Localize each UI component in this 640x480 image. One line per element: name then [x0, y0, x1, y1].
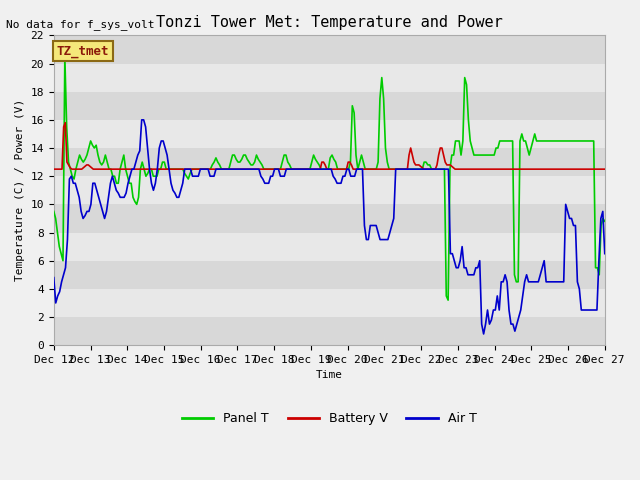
- Y-axis label: Temperature (C) / Power (V): Temperature (C) / Power (V): [15, 99, 25, 281]
- Bar: [54, 204, 605, 232]
- Bar: [54, 92, 605, 120]
- Bar: [54, 36, 605, 63]
- Bar: [54, 232, 605, 261]
- Text: TZ_tmet: TZ_tmet: [56, 45, 109, 58]
- Bar: [54, 120, 605, 148]
- Bar: [54, 148, 605, 176]
- Bar: [54, 176, 605, 204]
- Title: Tonzi Tower Met: Temperature and Power: Tonzi Tower Met: Temperature and Power: [156, 15, 502, 30]
- Text: No data for f_sys_volt: No data for f_sys_volt: [6, 19, 155, 30]
- Bar: [54, 317, 605, 345]
- Legend: Panel T, Battery V, Air T: Panel T, Battery V, Air T: [177, 407, 481, 430]
- Bar: [54, 63, 605, 92]
- Bar: [54, 261, 605, 289]
- Bar: [54, 289, 605, 317]
- X-axis label: Time: Time: [316, 371, 343, 381]
